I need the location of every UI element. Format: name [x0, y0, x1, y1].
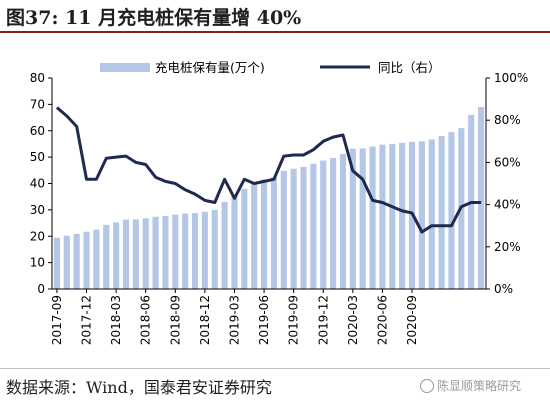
- bar: [162, 215, 169, 289]
- bar: [113, 222, 120, 289]
- bar: [122, 219, 130, 289]
- x-tick-label: 2018-03: [109, 295, 123, 345]
- right-tick-label: 80%: [494, 113, 521, 127]
- left-tick-label: 70: [30, 97, 45, 111]
- left-tick-label: 80: [30, 71, 45, 85]
- x-tick-label: 2019-12: [316, 295, 330, 345]
- x-tick-label: 2017-12: [80, 295, 94, 345]
- yoy-line-series: [55, 106, 482, 234]
- bar-series: [53, 107, 485, 289]
- bar: [280, 170, 287, 289]
- wechat-icon: [420, 379, 434, 393]
- bar: [93, 229, 100, 289]
- bar: [359, 148, 366, 289]
- bar: [389, 143, 396, 289]
- bar: [53, 237, 60, 289]
- bar: [83, 231, 90, 289]
- right-axis-ticks: 0% 20% 40% 60% 80% 100%: [486, 71, 528, 296]
- x-tick-label: 2020-09: [405, 295, 419, 345]
- bar: [132, 219, 139, 289]
- x-tick-label: 2020-03: [346, 295, 360, 345]
- x-tick-label: 2019-06: [257, 295, 271, 345]
- right-tick-label: 100%: [494, 71, 528, 85]
- right-tick-label: 60%: [494, 155, 521, 169]
- left-tick-label: 60: [30, 124, 45, 138]
- bar: [241, 188, 248, 289]
- chart-title: 图37: 11 月充电桩保有量增 40%: [6, 7, 302, 29]
- bar: [142, 218, 149, 289]
- left-tick-label: 0: [37, 282, 45, 296]
- x-tick-label: 2018-12: [198, 295, 212, 345]
- bar: [478, 107, 485, 289]
- legend-bar-swatch: [100, 63, 150, 72]
- bar: [172, 214, 179, 289]
- bar: [290, 168, 297, 289]
- bar: [428, 139, 435, 289]
- chart: 0 10 20 30 40 50 60 70 80 0% 20% 40% 60% 80% 100% 201…: [30, 60, 529, 345]
- left-tick-label: 50: [30, 150, 45, 164]
- left-tick-label: 20: [30, 229, 45, 243]
- bar: [211, 209, 218, 289]
- legend-bar-label: 充电桩保有量(万个): [155, 60, 265, 75]
- bar: [300, 166, 307, 289]
- left-tick-label: 40: [30, 177, 45, 191]
- right-tick-label: 0%: [494, 282, 513, 296]
- bar: [448, 132, 455, 289]
- legend-line-label: 同比（右）: [378, 60, 441, 75]
- left-tick-label: 10: [30, 256, 45, 270]
- bar: [330, 157, 337, 289]
- bar: [399, 142, 406, 289]
- bar: [152, 216, 159, 289]
- watermark-text: 陈显顺策略研究: [437, 379, 522, 393]
- x-tick-label: 2020-06: [375, 295, 389, 345]
- bar: [349, 148, 356, 289]
- bar: [103, 224, 110, 289]
- bar: [320, 160, 327, 289]
- bar: [379, 144, 386, 289]
- x-tick-label: 2017-09: [50, 295, 64, 345]
- bar: [369, 146, 376, 289]
- bar: [310, 163, 317, 289]
- x-axis-ticks: 2017-09 2017-12 2018-03 2018-06 2018-09 2018-…: [50, 289, 419, 345]
- bar: [270, 177, 277, 289]
- right-tick-label: 40%: [494, 198, 521, 212]
- bar: [191, 213, 199, 289]
- right-tick-label: 20%: [494, 240, 521, 254]
- bar: [339, 153, 347, 289]
- bar: [63, 235, 70, 289]
- watermark: 陈显顺策略研究: [420, 377, 521, 394]
- footer-rule: [0, 368, 550, 369]
- bar: [251, 183, 258, 289]
- x-tick-label: 2018-06: [139, 295, 153, 345]
- legend: 充电桩保有量(万个) 同比（右）: [100, 60, 441, 75]
- title-rule: [0, 31, 550, 33]
- x-tick-label: 2019-09: [287, 295, 301, 345]
- bar: [221, 201, 228, 289]
- left-axis-ticks: 0 10 20 30 40 50 60 70 80: [30, 71, 52, 296]
- bar: [182, 213, 189, 289]
- bar: [261, 179, 268, 289]
- source-note: 数据来源：Wind，国泰君安证券研究: [6, 378, 272, 397]
- x-tick-label: 2019-03: [227, 295, 241, 345]
- x-tick-label: 2018-09: [168, 295, 182, 345]
- bar: [201, 211, 208, 289]
- left-tick-label: 30: [30, 203, 45, 217]
- bar: [231, 195, 238, 289]
- bar: [73, 233, 80, 289]
- bar: [438, 136, 445, 289]
- bar: [418, 141, 425, 289]
